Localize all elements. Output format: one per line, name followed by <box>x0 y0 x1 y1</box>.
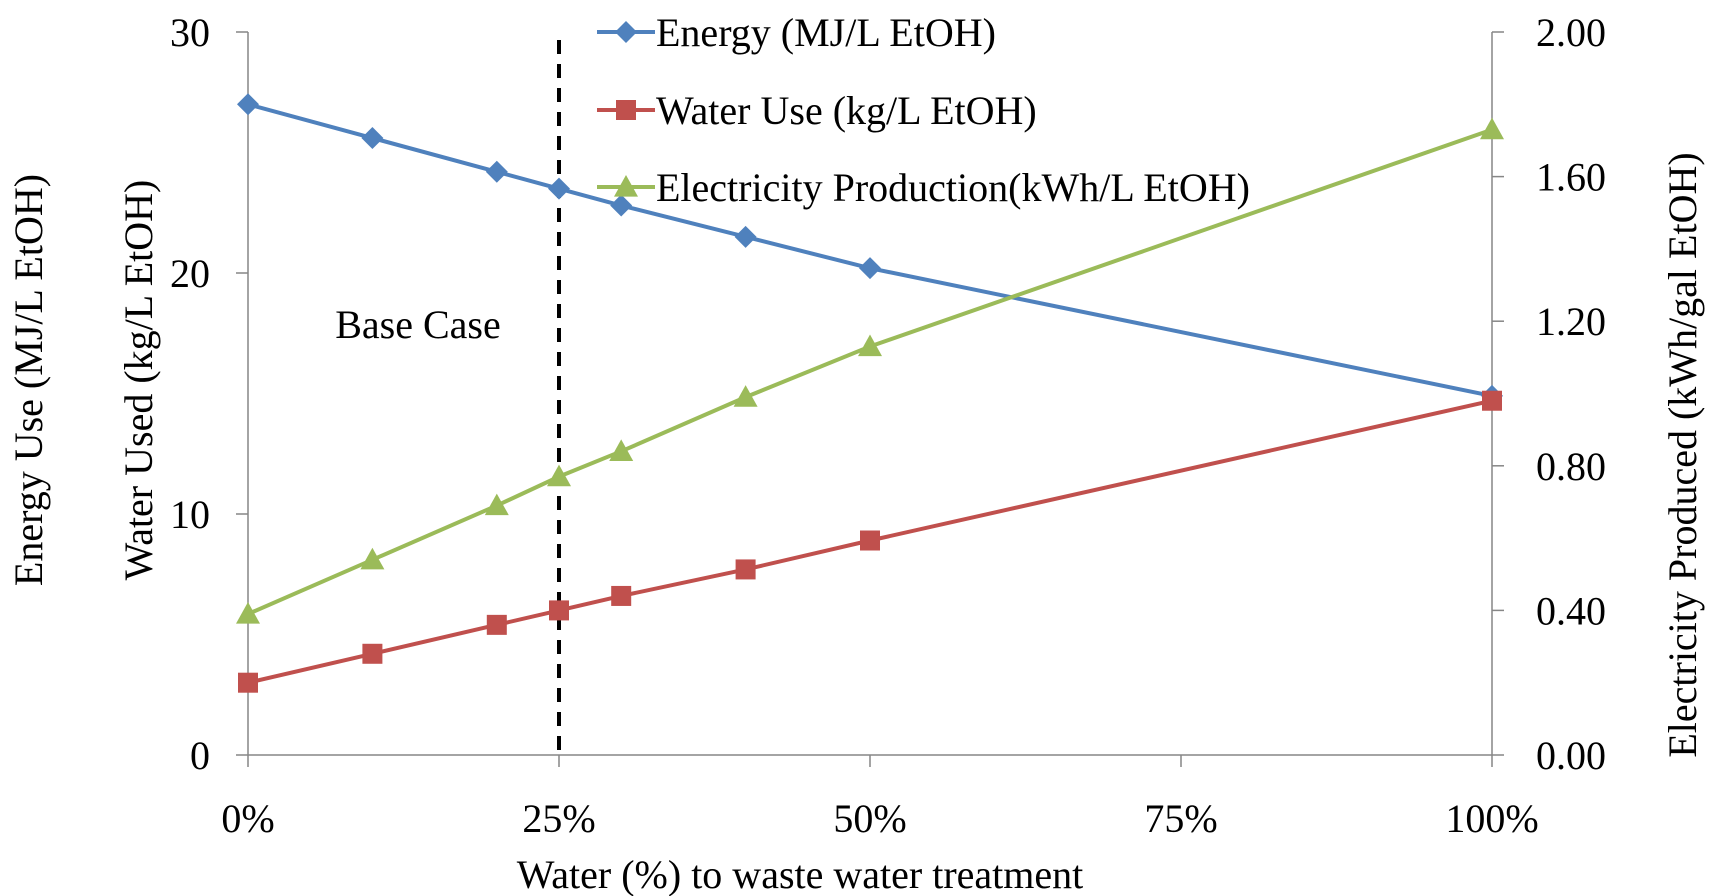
data-point <box>859 257 881 280</box>
legend-label: Energy (MJ/L EtOH) <box>656 10 996 55</box>
data-point <box>549 600 569 621</box>
data-point <box>362 643 383 664</box>
legend-item: Water Use (kg/L EtOH) <box>597 88 1037 133</box>
y-axis-title-electricity: Electricity Produced (kWh/gal EtOH) <box>1660 152 1705 757</box>
legend-swatch-marker <box>616 100 636 120</box>
data-point <box>485 160 508 183</box>
data-point <box>1482 390 1502 411</box>
y-left-tick-label: 20 <box>170 251 210 296</box>
series-1 <box>238 390 1502 693</box>
legend-swatch-marker <box>614 175 638 197</box>
data-point <box>361 127 384 150</box>
y-right-tick-label: 0.40 <box>1536 588 1606 633</box>
series-line <box>247 127 1493 616</box>
data-point <box>858 334 882 357</box>
legend-label: Electricity Production(kWh/L EtOH) <box>656 165 1250 210</box>
y-right-tick-label: 1.20 <box>1536 299 1606 344</box>
y-left-tick-label: 30 <box>170 10 210 55</box>
data-point <box>860 530 880 551</box>
data-point <box>360 547 385 570</box>
legend-label: Water Use (kg/L EtOH) <box>656 88 1037 133</box>
legend: Energy (MJ/L EtOH) Water Use (kg/L EtOH) E… <box>597 10 1250 210</box>
series-line <box>247 102 1493 398</box>
axes-layer: 0 10 20 30 0.00 0.40 0.80 1.20 1.60 2.00 0% 25% 50% 7… <box>170 10 1606 841</box>
y-left-tick-label: 10 <box>170 492 210 537</box>
x-tick-label: 100% <box>1445 796 1538 841</box>
data-point <box>1480 117 1504 140</box>
data-point <box>484 493 509 516</box>
x-axis-title: Water (%) to waste water treatment <box>517 852 1084 896</box>
data-point <box>733 385 758 407</box>
data-point <box>734 225 757 248</box>
x-tick-label: 0% <box>221 796 274 841</box>
x-tick-label: 25% <box>522 796 595 841</box>
y-right-tick-label: 0.80 <box>1536 444 1606 489</box>
y-axis-title-energy: Energy Use (MJ/L EtOH) <box>6 174 51 586</box>
y-axis-title-water: Water Used (kg/L EtOH) <box>116 180 161 581</box>
data-point <box>486 614 507 635</box>
y-right-tick-label: 2.00 <box>1536 10 1606 55</box>
data-point <box>735 559 756 580</box>
legend-swatch-marker <box>615 21 637 43</box>
series-layer <box>236 93 1504 693</box>
legend-item: Energy (MJ/L EtOH) <box>597 10 996 55</box>
data-point <box>238 672 258 693</box>
data-point <box>237 93 259 116</box>
data-point <box>609 439 634 461</box>
data-point <box>547 464 571 487</box>
x-tick-label: 50% <box>833 796 906 841</box>
data-point <box>610 194 633 217</box>
series-line <box>247 398 1493 685</box>
data-point <box>236 602 260 624</box>
legend-item: Electricity Production(kWh/L EtOH) <box>597 165 1250 210</box>
series-0 <box>237 93 1503 407</box>
base-case-annotation: Base Case <box>335 302 501 347</box>
data-point <box>611 585 632 606</box>
data-point <box>548 177 570 200</box>
y-left-tick-label: 0 <box>190 733 210 778</box>
y-right-tick-label: 1.60 <box>1536 155 1606 200</box>
series-2 <box>236 117 1504 624</box>
x-tick-label: 75% <box>1144 796 1217 841</box>
y-right-tick-label: 0.00 <box>1536 733 1606 778</box>
